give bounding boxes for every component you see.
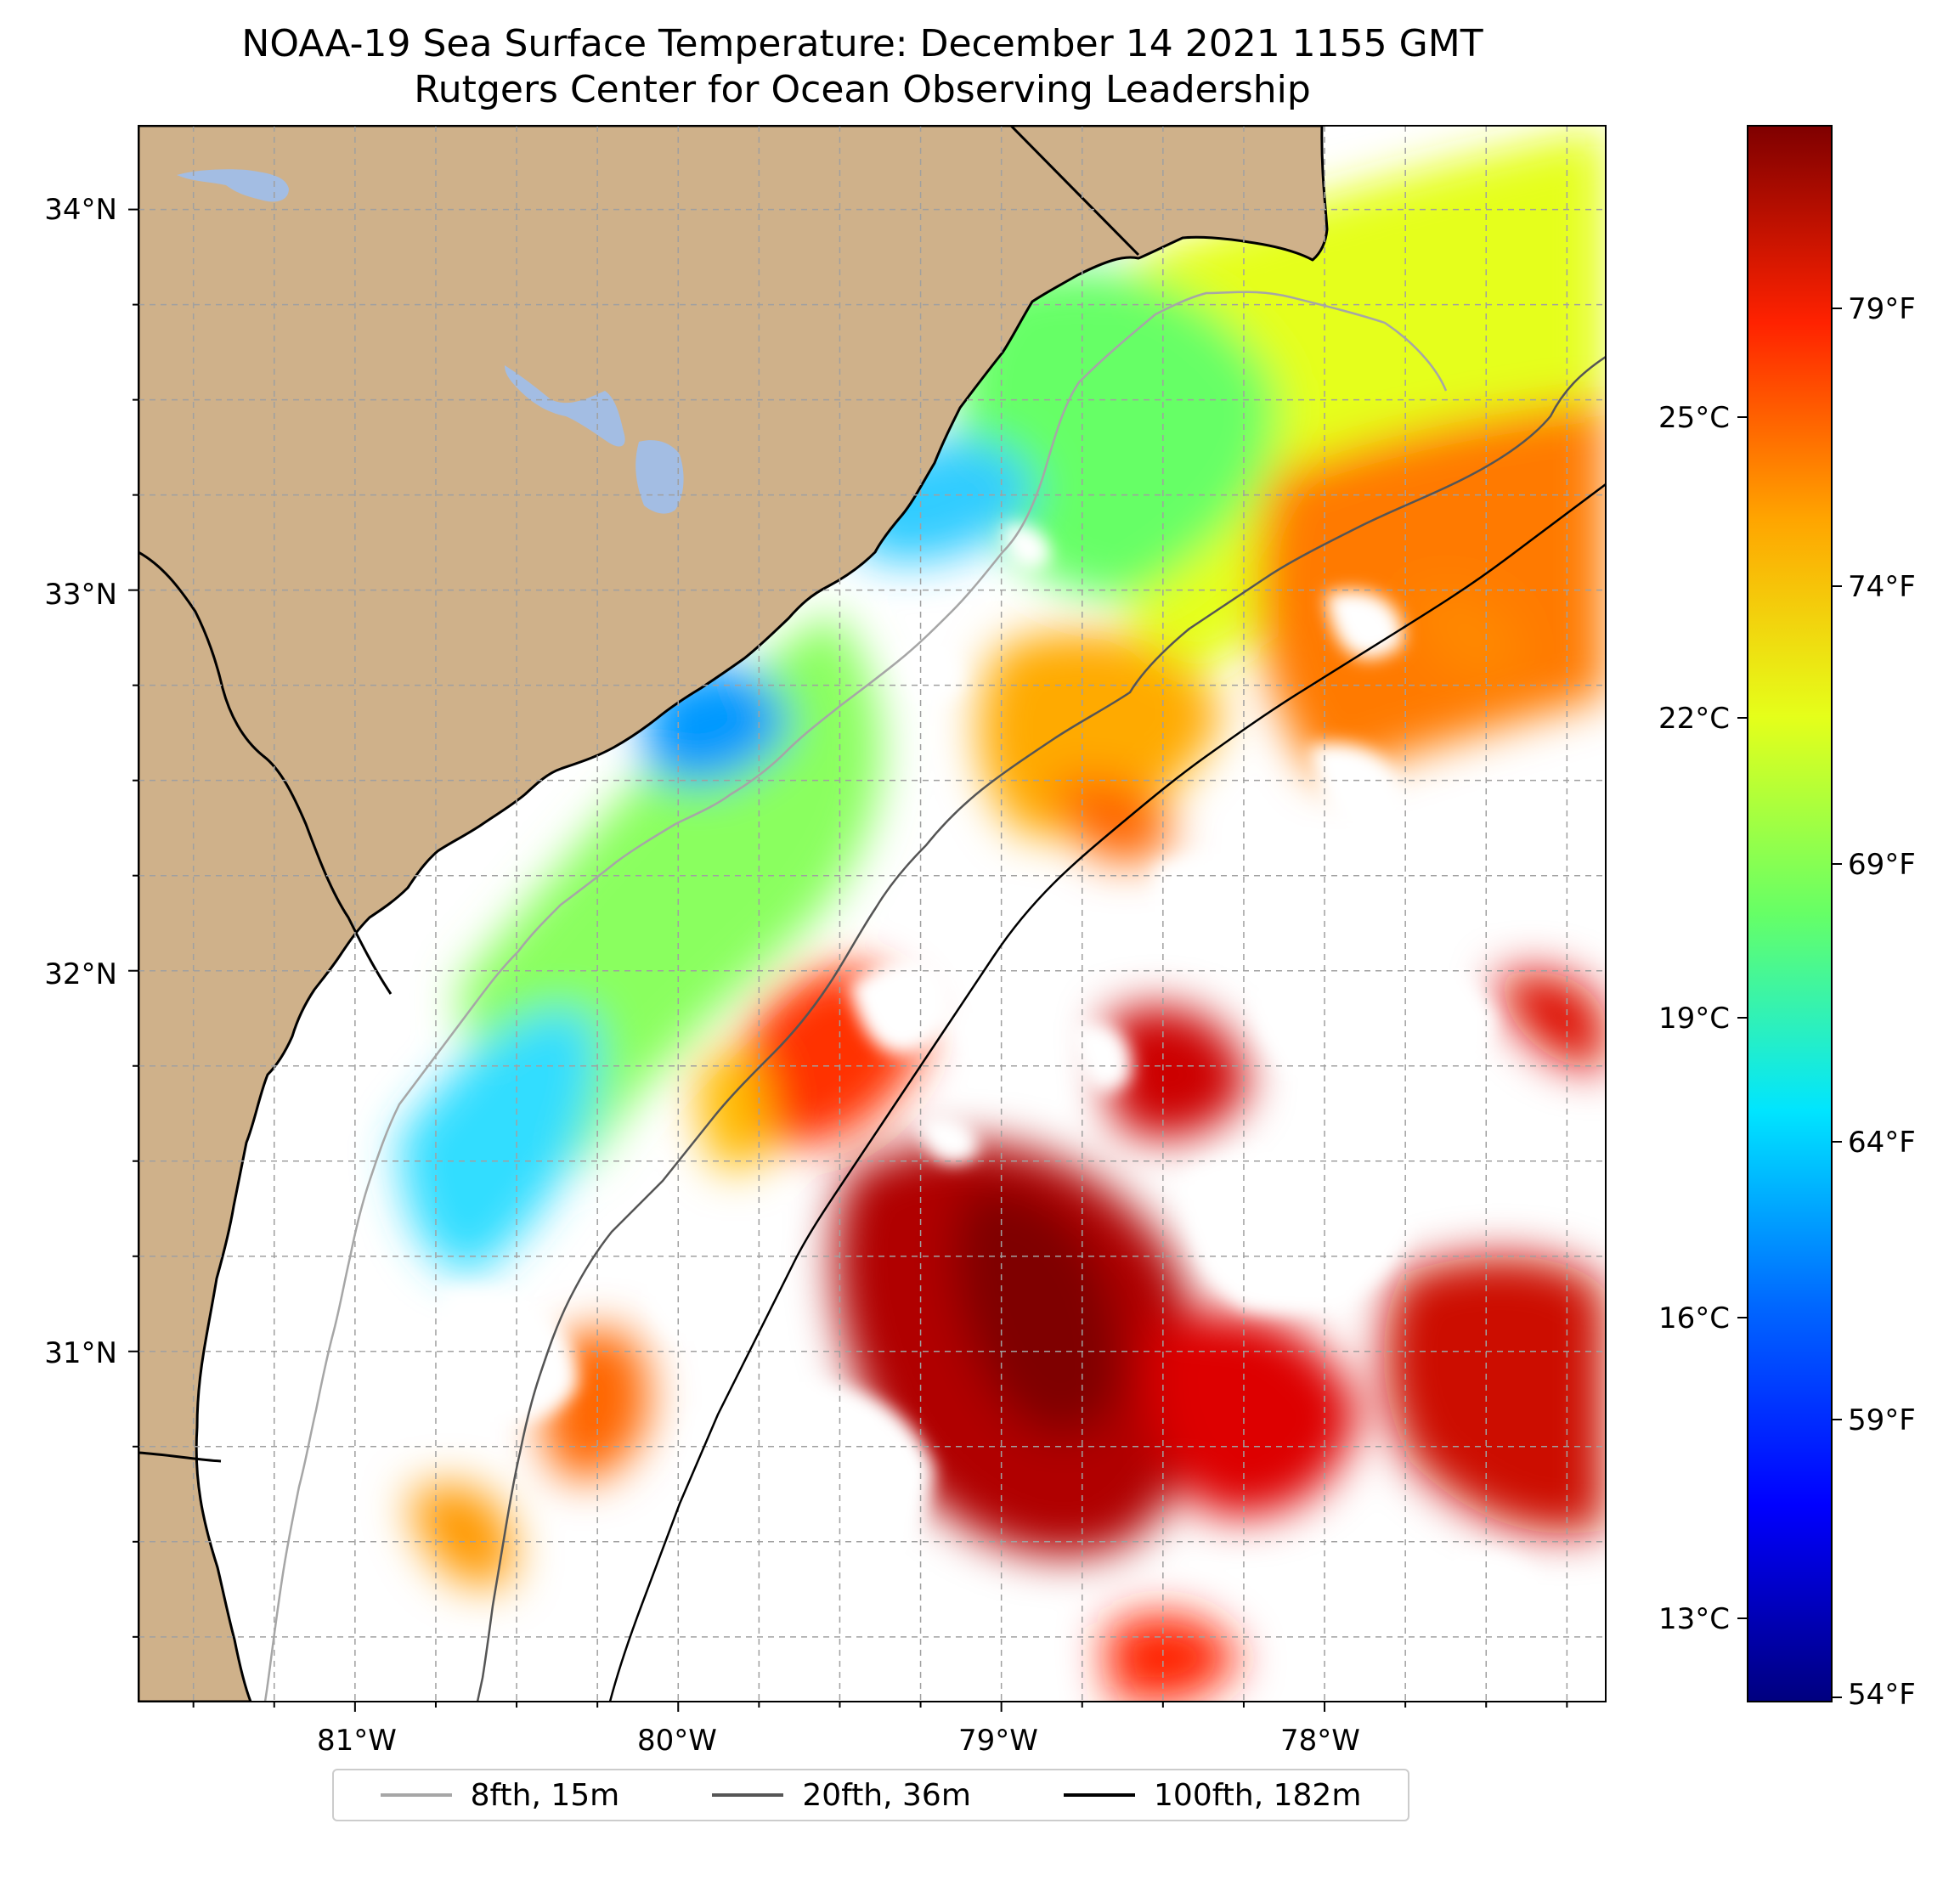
fahrenheit-tick-label: 54°F — [1848, 1678, 1916, 1712]
lat-tick-label: 31°N — [44, 1336, 117, 1370]
contour-legend: 8fth, 15m 20fth, 36m 100fth, 182m — [332, 1769, 1409, 1821]
celsius-tick-label: 16°C — [1658, 1301, 1730, 1335]
axis-ticks — [128, 208, 1568, 1712]
map-subtitle: Rutgers Center for Ocean Observing Leade… — [414, 68, 1311, 111]
map-title: NOAA-19 Sea Surface Temperature: Decembe… — [241, 22, 1483, 65]
fahrenheit-tick-label: 59°F — [1848, 1403, 1916, 1437]
legend-label: 100fth, 182m — [1154, 1777, 1362, 1813]
map-frame — [138, 125, 1607, 1702]
lon-tick-label: 80°W — [637, 1724, 717, 1758]
lat-tick-label: 34°N — [44, 193, 117, 227]
state-borders — [138, 126, 1140, 1463]
legend-line-100fth — [1064, 1793, 1136, 1797]
colorbar-celsius-ticks: 25°C 22°C 19°C 16°C 13°C — [1658, 401, 1748, 1636]
lon-axis: 81°W 80°W 79°W 78°W — [317, 1724, 1360, 1758]
lon-tick-label: 78°W — [1280, 1724, 1360, 1758]
bathymetry-contours — [263, 291, 1606, 1702]
celsius-tick-label: 19°C — [1658, 1002, 1730, 1036]
colorbar-fahrenheit-ticks: 79°F 74°F 69°F 64°F 59°F 54°F — [1832, 292, 1916, 1712]
fahrenheit-tick-label: 64°F — [1848, 1126, 1916, 1160]
lat-tick-label: 33°N — [44, 578, 117, 612]
legend-line-8fth — [380, 1793, 452, 1797]
land-mass — [138, 126, 1329, 1702]
lat-axis: 34°N 33°N 32°N 31°N — [44, 193, 117, 1370]
legend-line-20fth — [712, 1793, 784, 1797]
legend-item-8fth: 8fth, 15m — [380, 1777, 620, 1813]
legend-label: 8fth, 15m — [470, 1777, 620, 1813]
celsius-tick-label: 22°C — [1658, 702, 1730, 736]
fahrenheit-tick-label: 74°F — [1848, 570, 1916, 604]
legend-label: 20fth, 36m — [802, 1777, 971, 1813]
celsius-tick-label: 13°C — [1658, 1602, 1730, 1636]
legend-item-100fth: 100fth, 182m — [1064, 1778, 1361, 1813]
lat-tick-label: 32°N — [44, 957, 117, 991]
fahrenheit-tick-label: 69°F — [1848, 848, 1916, 882]
legend-item-20fth: 20fth, 36m — [712, 1778, 971, 1813]
sst-field — [399, 127, 1606, 1702]
lon-tick-label: 81°W — [317, 1724, 397, 1758]
contour-100fth — [608, 483, 1606, 1702]
contour-8fth — [263, 291, 1448, 1702]
contour-20fth — [476, 355, 1606, 1702]
fahrenheit-tick-label: 79°F — [1848, 292, 1916, 326]
colorbar — [1747, 125, 1833, 1702]
graticule — [138, 126, 1606, 1702]
celsius-tick-label: 25°C — [1658, 401, 1730, 435]
lon-tick-label: 79°W — [958, 1724, 1038, 1758]
